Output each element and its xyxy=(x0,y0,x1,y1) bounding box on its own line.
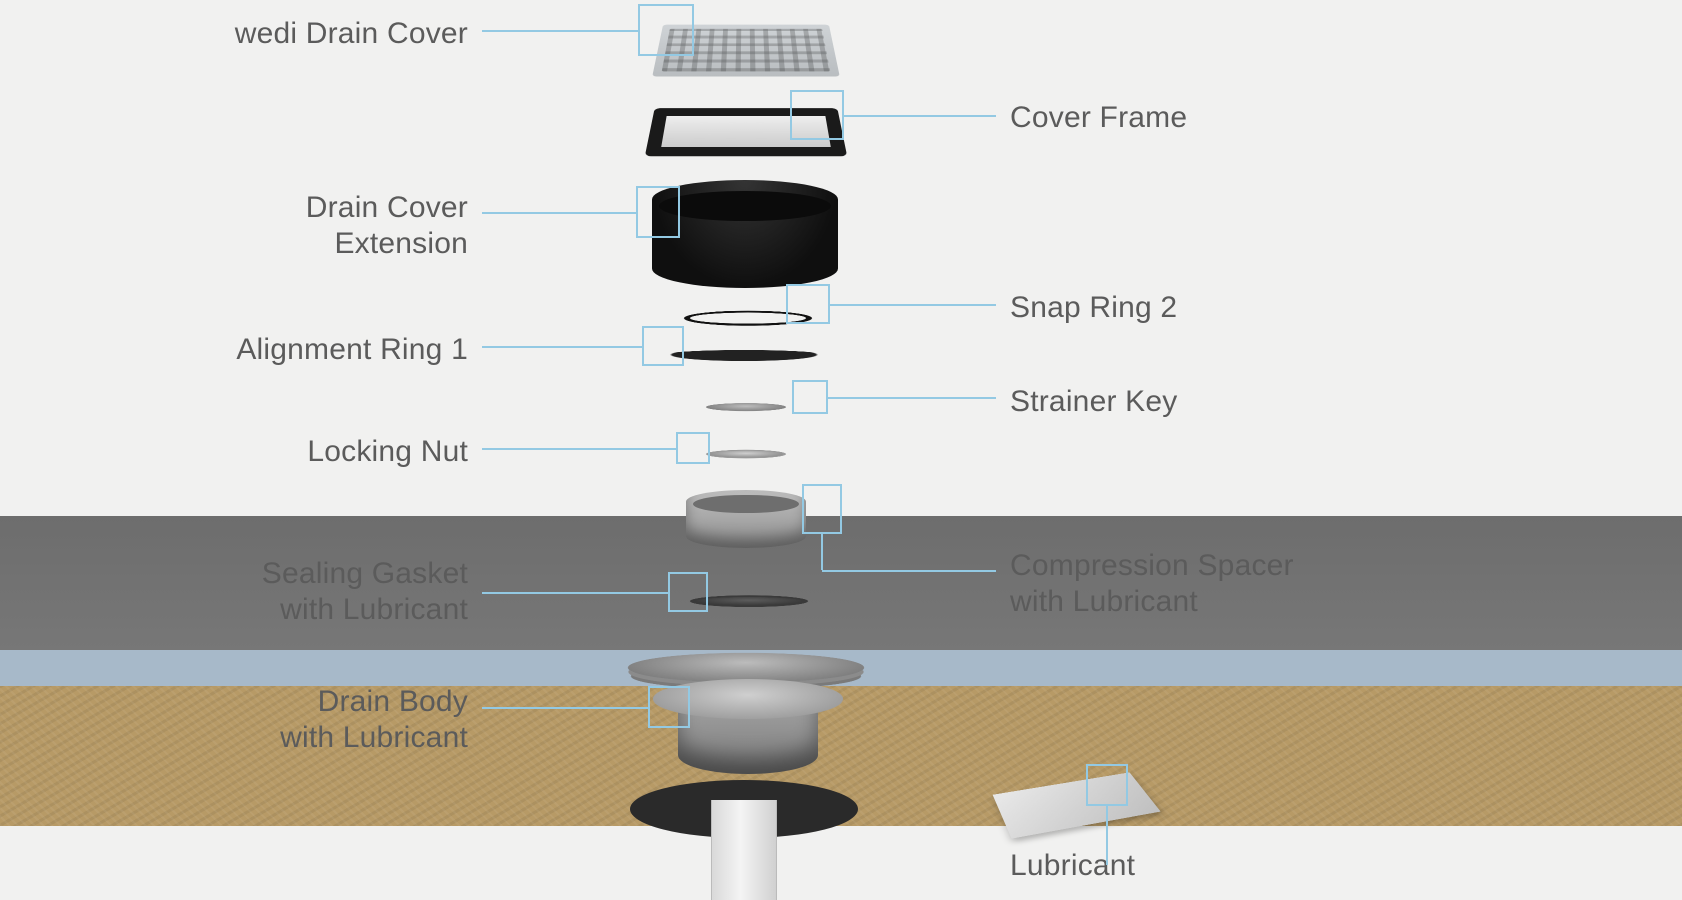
callout-strainer-key xyxy=(792,380,828,414)
label-snap-ring: Snap Ring 2 xyxy=(1010,290,1177,326)
part-compression-spacer xyxy=(686,490,806,548)
callout-alignment-ring xyxy=(642,326,684,366)
drain-pipe xyxy=(711,800,777,900)
callout-sealing-gasket xyxy=(668,572,708,612)
label-alignment-ring: Alignment Ring 1 xyxy=(236,332,468,368)
diagram-stage: wedi Drain Cover Drain Cover Extension A… xyxy=(0,0,1682,900)
label-drain-body: Drain Body with Lubricant xyxy=(280,684,468,756)
callout-cover-frame xyxy=(790,90,844,140)
leader-drain-body xyxy=(482,707,648,709)
callout-snap-ring xyxy=(786,284,830,324)
part-strainer-key xyxy=(705,403,786,411)
leader-drain-cover xyxy=(482,30,638,32)
leader-alignment-ring xyxy=(482,346,642,348)
label-cover-frame: Cover Frame xyxy=(1010,100,1187,136)
callout-drain-cover-extension xyxy=(636,186,680,238)
leader-sealing-gasket xyxy=(482,592,668,594)
leader-strainer-key xyxy=(828,397,996,399)
label-drain-cover-extension: Drain Cover Extension xyxy=(306,190,468,262)
leader-snap-ring xyxy=(830,304,996,306)
leader-compression-spacer-v xyxy=(821,534,823,570)
label-sealing-gasket: Sealing Gasket with Lubricant xyxy=(262,556,468,628)
callout-drain-body xyxy=(648,686,690,728)
leader-locking-nut xyxy=(482,448,676,450)
leader-lubricant-v xyxy=(1106,806,1108,865)
label-drain-cover: wedi Drain Cover xyxy=(235,16,468,52)
part-locking-nut xyxy=(705,450,787,459)
floor-layer-grey xyxy=(0,516,1682,650)
leader-drain-cover-extension xyxy=(482,212,636,214)
leader-compression-spacer-h xyxy=(822,570,996,572)
leader-cover-frame xyxy=(844,115,996,117)
callout-drain-cover xyxy=(638,4,694,56)
callout-locking-nut xyxy=(676,432,710,464)
label-lubricant: Lubricant xyxy=(1010,848,1135,884)
callout-compression-spacer xyxy=(802,484,842,534)
callout-lubricant xyxy=(1086,764,1128,806)
label-compression-spacer: Compression Spacer with Lubricant xyxy=(1010,548,1294,620)
label-strainer-key: Strainer Key xyxy=(1010,384,1177,420)
part-drain-body xyxy=(678,688,818,774)
label-locking-nut: Locking Nut xyxy=(307,434,468,470)
